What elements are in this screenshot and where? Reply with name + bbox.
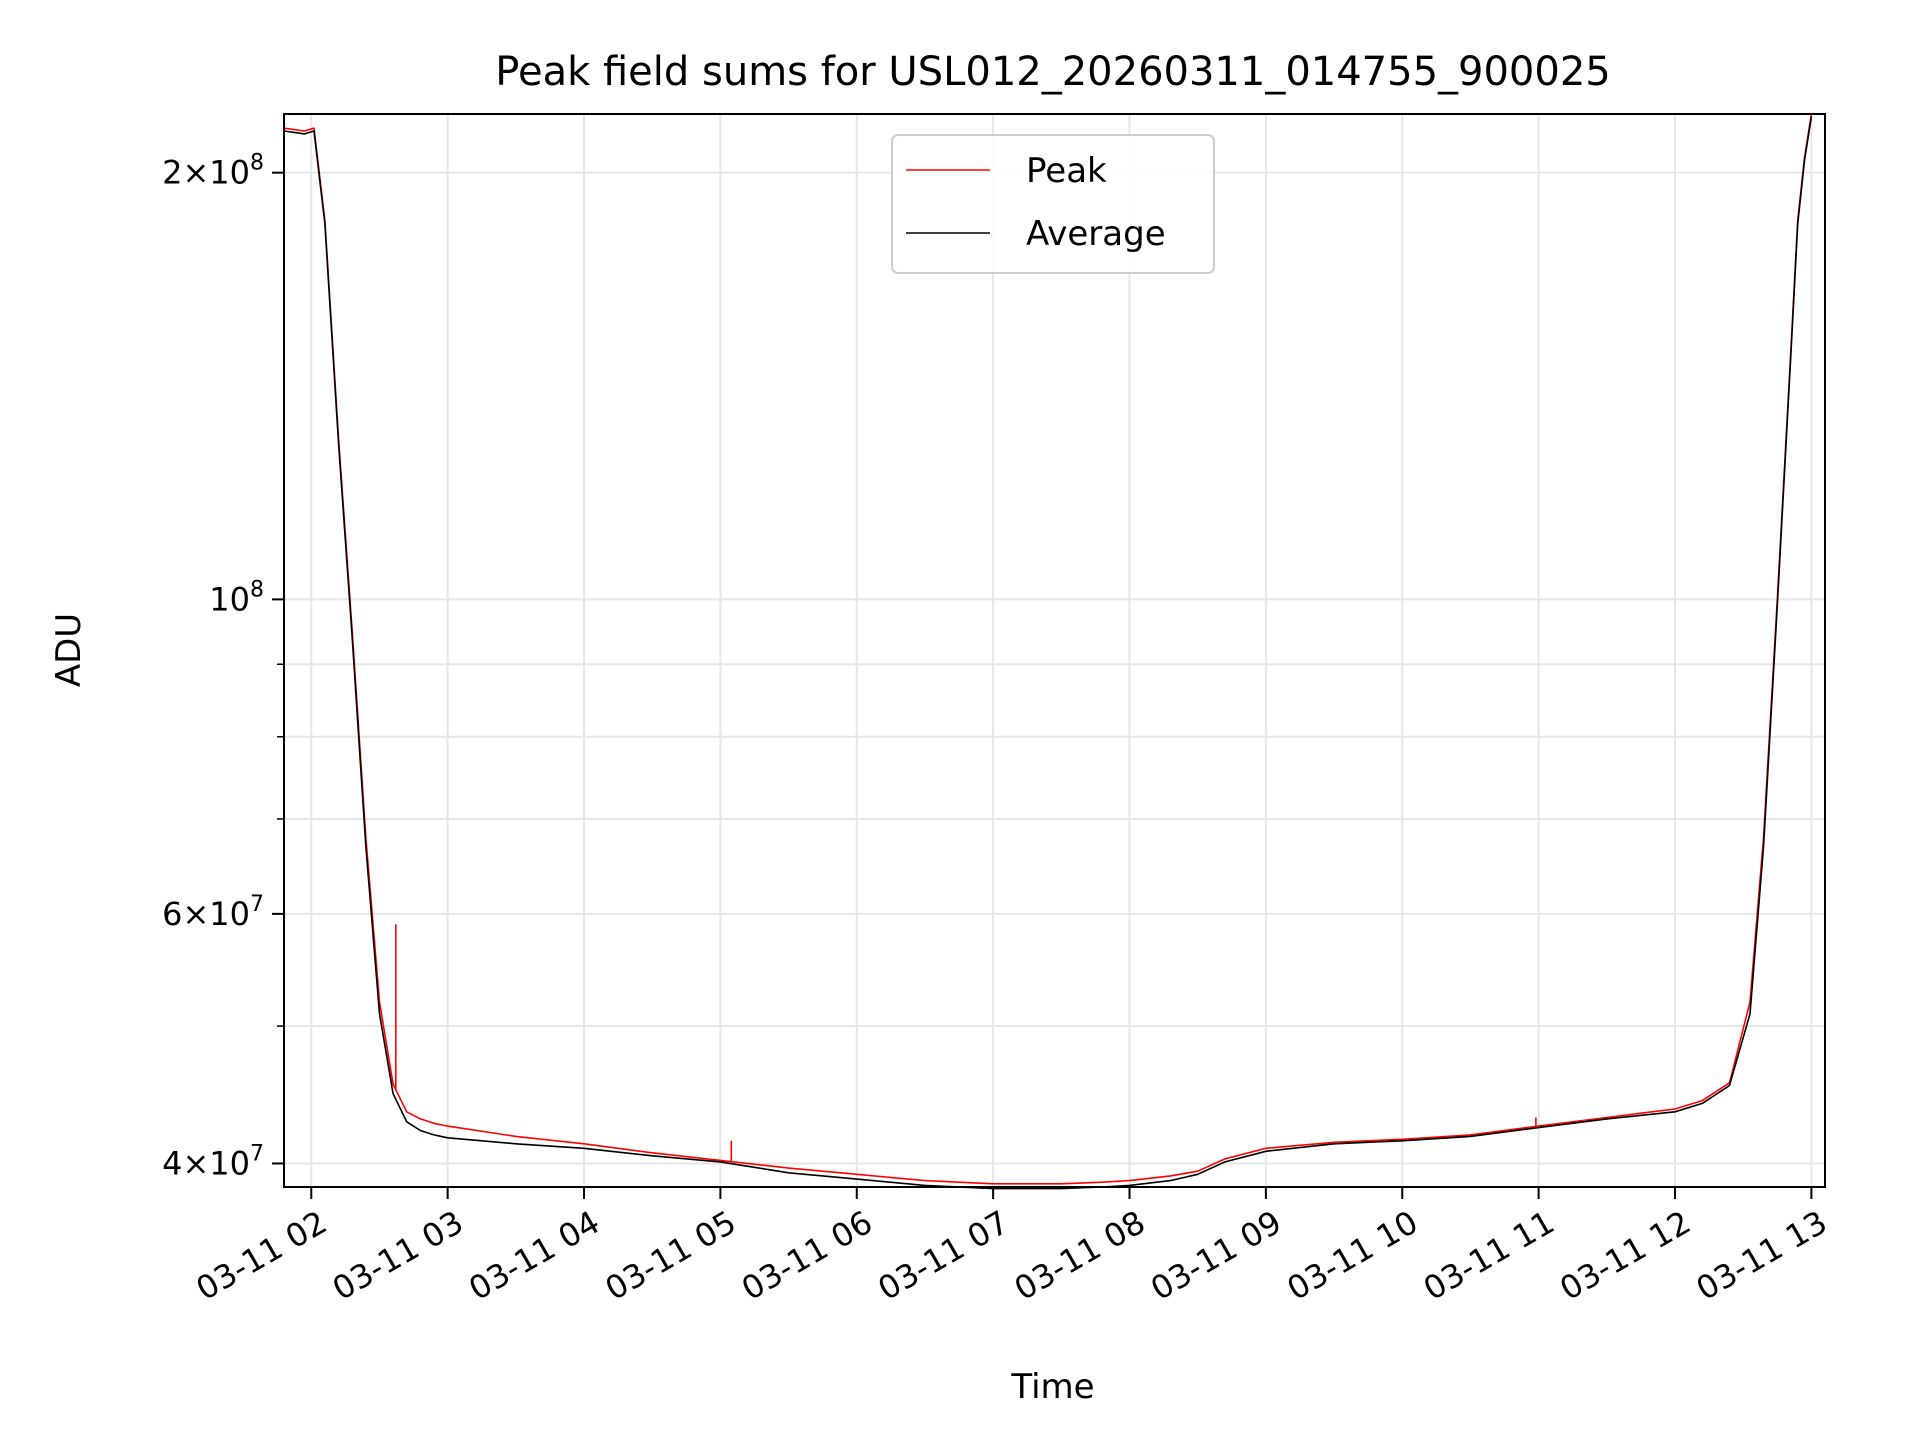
y-tick-mantissa: 2×10 — [162, 154, 250, 192]
series-lines — [283, 113, 1813, 1190]
y-axis-label: ADU — [49, 613, 89, 687]
series-line-average — [283, 116, 1813, 1190]
grid — [284, 114, 1825, 1187]
y-tick-label: 2×108 — [162, 151, 264, 192]
y-tick-label: 108 — [209, 577, 264, 618]
y-tick-exponent: 8 — [250, 151, 264, 176]
y-tick-exponent: 8 — [250, 577, 264, 602]
y-tick-mantissa: 10 — [209, 580, 250, 618]
chart-title: Peak field sums for USL012_20260311_0147… — [495, 49, 1610, 95]
legend: Peak Average — [891, 134, 1215, 274]
y-tick-mantissa: 4×10 — [162, 1144, 250, 1182]
y-tick-exponent: 7 — [250, 892, 264, 917]
plot-area-frame — [283, 113, 1826, 1188]
y-tick-exponent: 7 — [250, 1141, 264, 1166]
y-tick-label: 6×107 — [162, 892, 264, 933]
y-tick-label: 4×107 — [162, 1141, 264, 1182]
x-axis-label: Time — [1010, 1367, 1094, 1407]
y-tick-mantissa: 6×10 — [162, 895, 250, 933]
legend-label-peak: Peak — [1026, 151, 1107, 191]
legend-label-average: Average — [1026, 214, 1166, 254]
